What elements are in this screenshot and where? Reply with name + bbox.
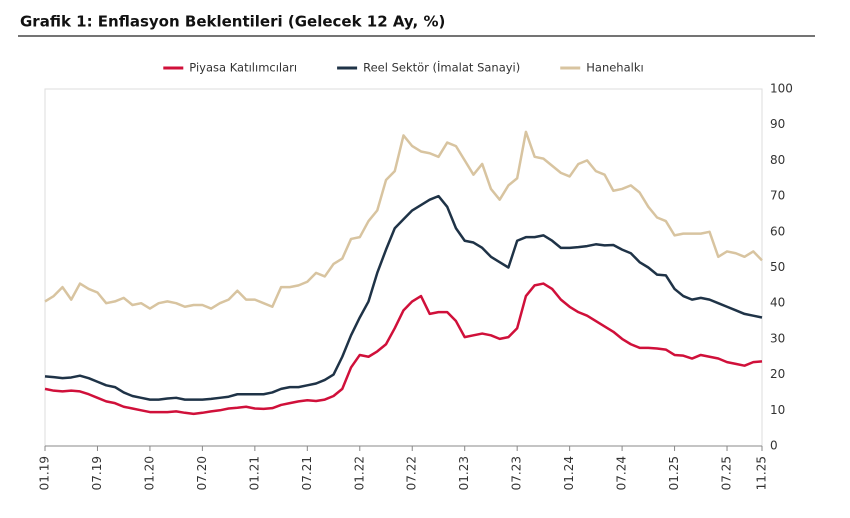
- x-tick-label: 01.24: [562, 456, 576, 490]
- x-tick-label: 11.25: [755, 456, 769, 490]
- y-tick-label: 0: [770, 439, 778, 453]
- y-tick-label: 50: [770, 260, 785, 274]
- x-tick-label: 07.19: [90, 456, 104, 490]
- chart-title: Grafik 1: Enflasyon Beklentileri (Gelece…: [20, 13, 445, 31]
- x-tick-label: 07.25: [720, 456, 734, 490]
- x-tick-label: 01.25: [667, 456, 681, 490]
- series-line: [44, 194, 763, 401]
- series-line: [44, 282, 763, 416]
- x-tick-label: 07.23: [510, 456, 524, 490]
- legend-label: Reel Sektör (İmalat Sanayi): [363, 60, 520, 75]
- legend-label: Piyasa Katılımcıları: [189, 61, 297, 75]
- y-tick-label: 40: [770, 296, 785, 310]
- x-tick-label: 07.20: [195, 456, 209, 490]
- y-tick-label: 70: [770, 189, 785, 203]
- x-tick-label: 07.21: [300, 456, 314, 490]
- x-tick-label: 01.19: [38, 456, 52, 490]
- plot-frame: [44, 88, 763, 447]
- y-tick-label: 80: [770, 153, 785, 167]
- x-tick-label: 01.23: [457, 456, 471, 490]
- x-tick-label: 07.22: [405, 456, 419, 490]
- y-tick-label: 20: [770, 367, 785, 381]
- y-tick-label: 100: [770, 82, 793, 96]
- y-tick-label: 30: [770, 331, 785, 345]
- y-tick-label: 60: [770, 224, 785, 238]
- y-tick-label: 90: [770, 117, 785, 131]
- x-tick-label: 01.22: [352, 456, 366, 490]
- series-line: [44, 130, 763, 310]
- x-tick-label: 01.21: [247, 456, 261, 490]
- x-tick-label: 01.20: [142, 456, 156, 490]
- x-tick-label: 07.24: [615, 456, 629, 490]
- y-tick-label: 10: [770, 403, 785, 417]
- legend-label: Hanehalkı: [586, 61, 643, 75]
